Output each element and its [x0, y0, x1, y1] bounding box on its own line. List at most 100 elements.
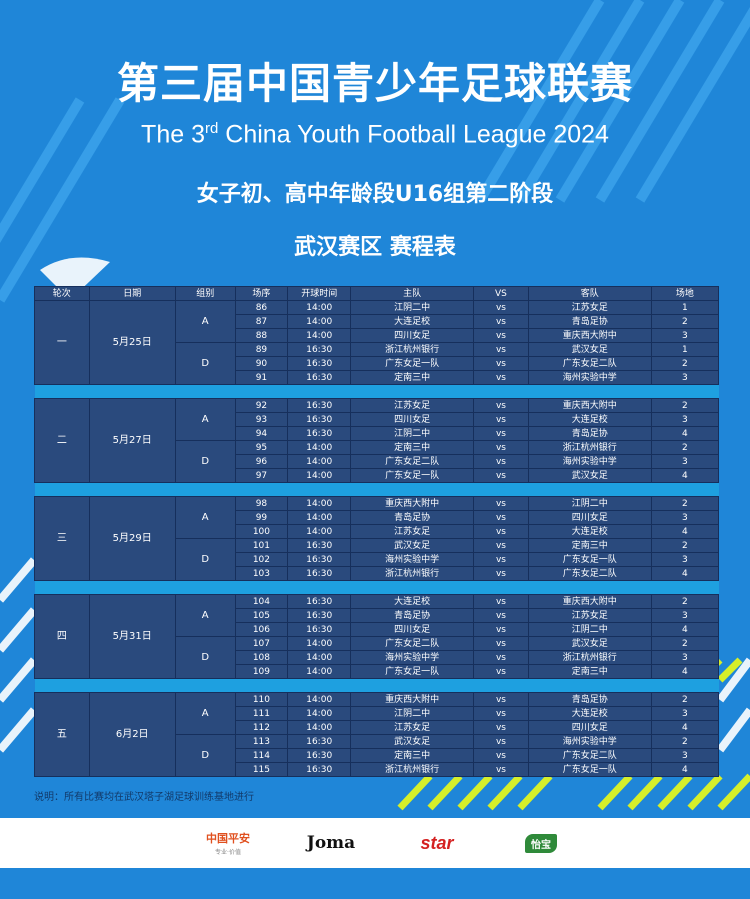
match-vs-cell: vs [473, 622, 529, 637]
match-field-cell: 4 [650, 762, 720, 777]
match-home-cell: 海州实验中学 [350, 552, 475, 567]
table-row: D 89 16:30 浙江杭州银行 vs 武汉女足 1 [35, 342, 720, 385]
yibao-logo: 怡宝 [516, 818, 566, 868]
match-no-cell: 99 [234, 510, 289, 525]
match-vs-cell: vs [473, 300, 529, 315]
match-away-cell: 武汉女足 [527, 342, 652, 357]
table-row: 一 5月25日 A 86 14:00 江阴二中 vs 江苏女足 1 [34, 300, 720, 385]
round-separator-cell [34, 482, 719, 497]
match-field-cell: 2 [650, 314, 720, 329]
match-away-cell: 广东女足二队 [527, 566, 652, 581]
yibao-logo-text: 怡宝 [525, 833, 557, 853]
match-no-cell: 105 [234, 608, 289, 623]
match-home-cell: 浙江杭州银行 [350, 762, 475, 777]
match-time-cell: 16:30 [287, 342, 352, 357]
table-row: 114 16:30 定南三中 vs 广东女足二队 3 [35, 748, 720, 763]
table-row: 102 16:30 海州实验中学 vs 广东女足一队 3 [35, 552, 720, 567]
match-home-cell: 广东女足一队 [350, 356, 475, 371]
match-time-cell: 16:30 [287, 762, 352, 777]
match-vs-cell: vs [473, 594, 529, 609]
round-cell: 三 [34, 496, 90, 581]
match-no-cell: 107 [234, 636, 289, 651]
match-away-cell: 定南三中 [527, 538, 652, 553]
match-away-cell: 海州实验中学 [527, 454, 652, 469]
match-vs-cell: vs [473, 426, 529, 441]
match-away-cell: 武汉女足 [527, 468, 652, 483]
table-row: 109 14:00 广东女足一队 vs 定南三中 4 [35, 664, 720, 679]
region-title: 武汉赛区 赛程表 [294, 235, 456, 260]
match-vs-cell: vs [473, 720, 529, 735]
round-separator-cell [34, 678, 719, 693]
match-no-cell: 91 [234, 370, 289, 385]
match-home-cell: 大连足校 [350, 594, 475, 609]
match-time-cell: 14:00 [287, 720, 352, 735]
match-field-cell: 3 [650, 608, 720, 623]
match-vs-cell: vs [473, 566, 529, 581]
joma-logo: Joma [306, 833, 356, 853]
match-vs-cell: vs [473, 636, 529, 651]
round-separator-cell [34, 384, 719, 399]
round-cell: 四 [34, 594, 90, 679]
match-vs-cell: vs [473, 342, 529, 357]
match-vs-cell: vs [473, 468, 529, 483]
match-away-cell: 重庆西大附中 [527, 328, 652, 343]
table-header-row: 轮次 日期 组别 场序 开球时间 主队 VS 客队 场地 [34, 286, 720, 301]
match-time-cell: 14:00 [287, 510, 352, 525]
match-no-cell: 114 [234, 748, 289, 763]
table-row: 93 16:30 四川女足 vs 大连足校 3 [35, 412, 720, 427]
match-field-cell: 1 [650, 300, 720, 315]
footnote: 说明：所有比赛均在武汉塔子湖足球训练基地进行 [34, 792, 254, 803]
match-no-cell: 115 [234, 762, 289, 777]
match-field-cell: 4 [650, 524, 720, 539]
match-field-cell: 4 [650, 720, 720, 735]
match-time-cell: 14:00 [287, 468, 352, 483]
match-field-cell: 2 [650, 356, 720, 371]
match-field-cell: 3 [650, 454, 720, 469]
match-vs-cell: vs [473, 370, 529, 385]
match-home-cell: 江苏女足 [350, 398, 475, 413]
match-field-cell: 1 [650, 342, 720, 357]
match-home-cell: 青岛足协 [350, 510, 475, 525]
match-vs-cell: vs [473, 650, 529, 665]
schedule-table: 轮次 日期 组别 场序 开球时间 主队 VS 客队 场地 一 5月25日 A 86 14:00 江阴二中 v… [34, 286, 720, 777]
table-row: D 101 16:30 武汉女足 vs 定南三中 2 [35, 538, 720, 581]
match-vs-cell: vs [473, 356, 529, 371]
match-home-cell: 四川女足 [350, 328, 475, 343]
match-away-cell: 浙江杭州银行 [527, 650, 652, 665]
table-header-cell: 客队 [527, 286, 652, 301]
match-field-cell: 2 [650, 692, 720, 707]
date-cell: 5月31日 [88, 594, 176, 679]
match-home-cell: 广东女足二队 [350, 636, 475, 651]
table-row: 三 5月29日 A 98 14:00 重庆西大附中 vs 江阴二中 2 [34, 496, 720, 581]
title-en-sup: rd [204, 120, 219, 137]
match-vs-cell: vs [473, 552, 529, 567]
match-vs-cell: vs [473, 454, 529, 469]
match-vs-cell: vs [473, 440, 529, 455]
match-home-cell: 广东女足一队 [350, 664, 475, 679]
match-field-cell: 3 [650, 328, 720, 343]
match-away-cell: 广东女足一队 [527, 762, 652, 777]
match-field-cell: 2 [650, 538, 720, 553]
match-no-cell: 88 [234, 328, 289, 343]
match-away-cell: 大连足校 [527, 524, 652, 539]
match-field-cell: 3 [650, 510, 720, 525]
round-separator [34, 384, 719, 399]
match-home-cell: 江阴二中 [350, 300, 475, 315]
date-cell: 5月25日 [88, 300, 176, 385]
match-home-cell: 广东女足一队 [350, 468, 475, 483]
match-no-cell: 102 [234, 552, 289, 567]
match-time-cell: 16:30 [287, 566, 352, 581]
match-away-cell: 江苏女足 [527, 608, 652, 623]
title-chinese: 第三届中国青少年足球联赛 [116, 59, 633, 108]
match-away-cell: 海州实验中学 [527, 734, 652, 749]
match-home-cell: 海州实验中学 [350, 650, 475, 665]
match-home-cell: 大连足校 [350, 314, 475, 329]
table-row: D 113 16:30 武汉女足 vs 海州实验中学 2 [35, 734, 720, 777]
match-field-cell: 3 [650, 650, 720, 665]
table-header-cell: 场序 [234, 286, 289, 301]
table-header-cell: 日期 [88, 286, 176, 301]
match-vs-cell: vs [473, 608, 529, 623]
match-away-cell: 大连足校 [527, 706, 652, 721]
match-home-cell: 定南三中 [350, 748, 475, 763]
match-vs-cell: vs [473, 314, 529, 329]
